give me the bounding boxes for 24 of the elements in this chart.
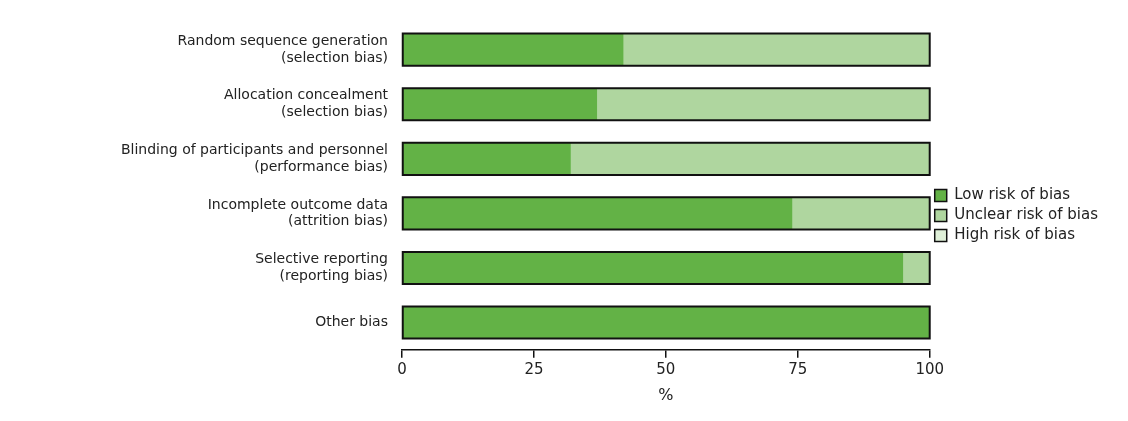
- bar: [570, 142, 930, 175]
- legend-label: Low risk of bias: [954, 185, 1071, 204]
- bar: [623, 33, 930, 66]
- bar: [402, 197, 793, 230]
- bar: [402, 142, 571, 175]
- y-tick-label: Random sequence generation (selection bias): [177, 31, 388, 65]
- x-tick-label: 75: [788, 359, 808, 378]
- y-tick-label: Allocation concealment (selection bias): [224, 86, 389, 120]
- x-axis-title: %: [658, 384, 674, 404]
- y-tick-label: Other bias: [315, 313, 388, 330]
- x-tick-label: 0: [397, 359, 407, 378]
- y-tick-label: Selective reporting (reporting bias): [255, 250, 388, 283]
- bar: [903, 251, 930, 285]
- bar: [402, 33, 624, 66]
- x-tick-label: 25: [524, 359, 544, 378]
- legend-label: Unclear risk of bias: [954, 205, 1099, 224]
- bar: [402, 88, 598, 121]
- x-tick-label: 100: [915, 359, 945, 378]
- x-tick-label: 50: [656, 359, 676, 378]
- y-tick-label: Blinding of participants and personnel (performance bias): [120, 141, 388, 174]
- bar: [597, 88, 930, 121]
- legend-label: High risk of bias: [954, 225, 1076, 244]
- bar: [792, 197, 930, 230]
- y-tick-label: Incomplete outcome data (attrition bias): [207, 195, 388, 229]
